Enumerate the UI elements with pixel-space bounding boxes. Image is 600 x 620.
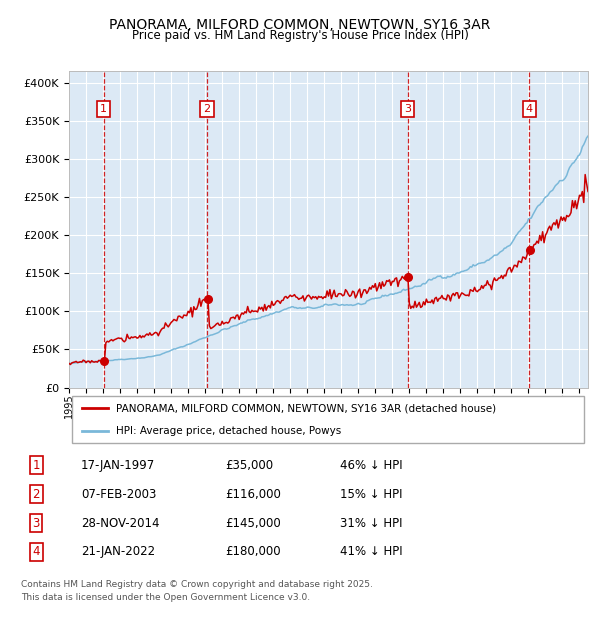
Text: 4: 4 [526, 104, 533, 114]
Text: 21-JAN-2022: 21-JAN-2022 [81, 546, 155, 559]
Text: Price paid vs. HM Land Registry's House Price Index (HPI): Price paid vs. HM Land Registry's House … [131, 30, 469, 42]
FancyBboxPatch shape [71, 396, 584, 443]
Text: 15% ↓ HPI: 15% ↓ HPI [340, 488, 403, 501]
Text: 17-JAN-1997: 17-JAN-1997 [81, 459, 155, 472]
Text: 4: 4 [32, 546, 40, 559]
Text: £35,000: £35,000 [225, 459, 273, 472]
Text: 3: 3 [32, 516, 40, 529]
Text: 31% ↓ HPI: 31% ↓ HPI [340, 516, 403, 529]
Text: £145,000: £145,000 [225, 516, 281, 529]
Text: PANORAMA, MILFORD COMMON, NEWTOWN, SY16 3AR (detached house): PANORAMA, MILFORD COMMON, NEWTOWN, SY16 … [116, 403, 496, 413]
Text: PANORAMA, MILFORD COMMON, NEWTOWN, SY16 3AR: PANORAMA, MILFORD COMMON, NEWTOWN, SY16 … [109, 18, 491, 32]
Text: 46% ↓ HPI: 46% ↓ HPI [340, 459, 403, 472]
Text: 2: 2 [32, 488, 40, 501]
Text: This data is licensed under the Open Government Licence v3.0.: This data is licensed under the Open Gov… [21, 593, 310, 602]
Text: Contains HM Land Registry data © Crown copyright and database right 2025.: Contains HM Land Registry data © Crown c… [21, 580, 373, 588]
Text: £116,000: £116,000 [225, 488, 281, 501]
Text: 28-NOV-2014: 28-NOV-2014 [81, 516, 160, 529]
Text: 07-FEB-2003: 07-FEB-2003 [81, 488, 157, 501]
Text: 41% ↓ HPI: 41% ↓ HPI [340, 546, 403, 559]
Text: £180,000: £180,000 [225, 546, 281, 559]
Text: 3: 3 [404, 104, 411, 114]
Text: 2: 2 [203, 104, 211, 114]
Text: 1: 1 [100, 104, 107, 114]
Text: 1: 1 [32, 459, 40, 472]
Text: HPI: Average price, detached house, Powys: HPI: Average price, detached house, Powy… [116, 427, 341, 436]
